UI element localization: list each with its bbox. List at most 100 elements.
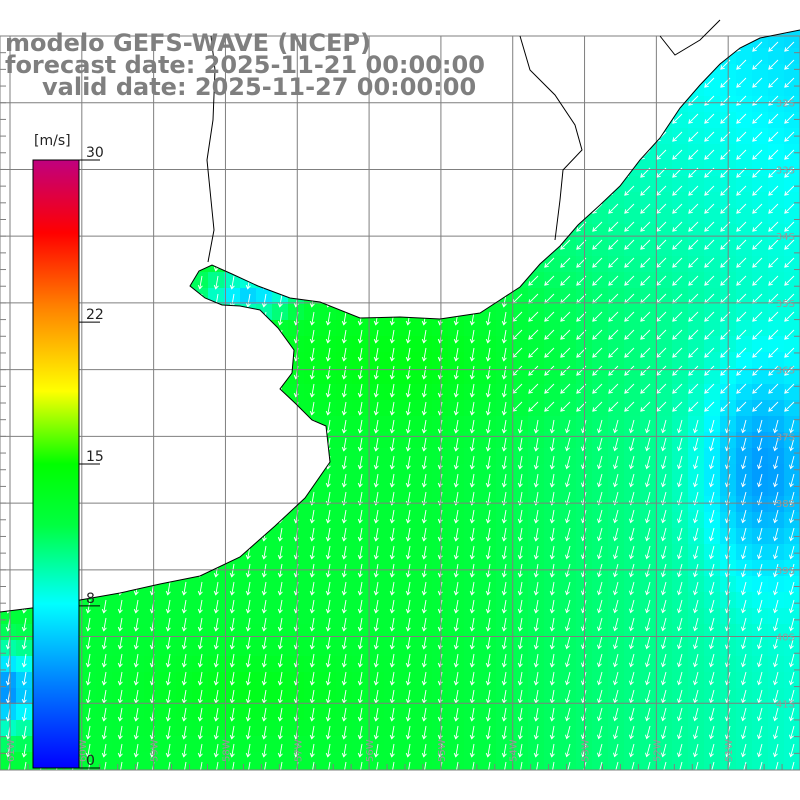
lon-label: 54W <box>509 739 520 762</box>
wind-cell <box>304 336 320 352</box>
wind-cell <box>576 256 592 272</box>
wind-cell <box>592 272 608 288</box>
wind-cell <box>640 224 656 240</box>
wind-cell <box>624 336 640 352</box>
wind-cell <box>512 352 528 368</box>
wind-cell <box>544 720 560 736</box>
wind-cell <box>512 528 528 544</box>
wind-cell <box>736 48 752 64</box>
wind-cell <box>768 352 784 368</box>
wind-cell <box>768 256 784 272</box>
wind-cell <box>352 448 368 464</box>
wind-cell <box>336 688 352 704</box>
wind-cell <box>576 480 592 496</box>
wind-cell <box>752 368 768 384</box>
wind-cell <box>752 224 768 240</box>
wind-cell <box>752 640 768 656</box>
wind-cell <box>704 368 720 384</box>
wind-cell <box>224 288 240 304</box>
wind-cell <box>672 656 688 672</box>
wind-cell <box>688 576 704 592</box>
wind-cell <box>576 496 592 512</box>
wind-cell <box>752 480 768 496</box>
wind-cell <box>496 624 512 640</box>
wind-cell <box>624 656 640 672</box>
wind-cell <box>464 400 480 416</box>
wind-cell <box>512 304 528 320</box>
wind-cell <box>320 544 336 560</box>
wind-cell <box>320 608 336 624</box>
wind-cell <box>224 624 240 640</box>
wind-cell <box>336 672 352 688</box>
wind-cell <box>688 128 704 144</box>
wind-cell <box>96 704 112 720</box>
wind-cell <box>320 704 336 720</box>
wind-cell <box>496 688 512 704</box>
wind-cell <box>704 448 720 464</box>
wind-cell <box>688 272 704 288</box>
wind-cell <box>368 560 384 576</box>
wind-cell <box>96 672 112 688</box>
wind-cell <box>304 304 320 320</box>
wind-cell <box>784 656 800 672</box>
wind-cell <box>384 480 400 496</box>
wind-cell <box>368 720 384 736</box>
wind-cell <box>688 448 704 464</box>
wind-cell <box>592 480 608 496</box>
wind-cell <box>464 624 480 640</box>
wind-cell <box>464 672 480 688</box>
wind-cell <box>240 608 256 624</box>
wind-cell <box>448 416 464 432</box>
wind-cell <box>560 448 576 464</box>
wind-cell <box>560 736 576 752</box>
wind-cell <box>560 592 576 608</box>
wind-cell <box>544 400 560 416</box>
wind-cell <box>752 160 768 176</box>
wind-cell <box>128 608 144 624</box>
wind-cell <box>480 384 496 400</box>
wind-cell <box>752 464 768 480</box>
wind-cell <box>560 656 576 672</box>
wind-cell <box>320 480 336 496</box>
wind-cell <box>672 272 688 288</box>
wind-cell <box>608 512 624 528</box>
wind-cell <box>336 624 352 640</box>
wind-cell <box>704 96 720 112</box>
wind-cell <box>480 432 496 448</box>
wind-cell <box>592 240 608 256</box>
lon-label: 61W <box>6 739 17 762</box>
wind-cell <box>752 416 768 432</box>
wind-cell <box>608 352 624 368</box>
wind-cell <box>448 576 464 592</box>
wind-cell <box>432 448 448 464</box>
wind-cell <box>320 624 336 640</box>
wind-cell <box>608 224 624 240</box>
wind-cell <box>608 576 624 592</box>
wind-cell <box>656 368 672 384</box>
wind-cell <box>464 528 480 544</box>
wind-cell <box>544 256 560 272</box>
wind-cell <box>544 416 560 432</box>
wind-cell <box>624 256 640 272</box>
wind-cell <box>560 624 576 640</box>
wind-cell <box>784 176 800 192</box>
wind-cell <box>416 480 432 496</box>
lon-label: 57W <box>293 739 304 762</box>
wind-cell <box>336 576 352 592</box>
wind-cell <box>144 720 160 736</box>
wind-cell <box>624 480 640 496</box>
wind-cell <box>768 448 784 464</box>
wind-cell <box>656 336 672 352</box>
wind-cell <box>272 560 288 576</box>
wind-cell <box>768 656 784 672</box>
wind-cell <box>592 560 608 576</box>
wind-cell <box>480 320 496 336</box>
wind-cell <box>736 208 752 224</box>
wind-cell <box>688 352 704 368</box>
wind-cell <box>368 432 384 448</box>
wind-cell <box>544 608 560 624</box>
wind-cell <box>16 720 32 736</box>
wind-cell <box>624 640 640 656</box>
wind-cell <box>304 560 320 576</box>
wind-cell <box>528 592 544 608</box>
